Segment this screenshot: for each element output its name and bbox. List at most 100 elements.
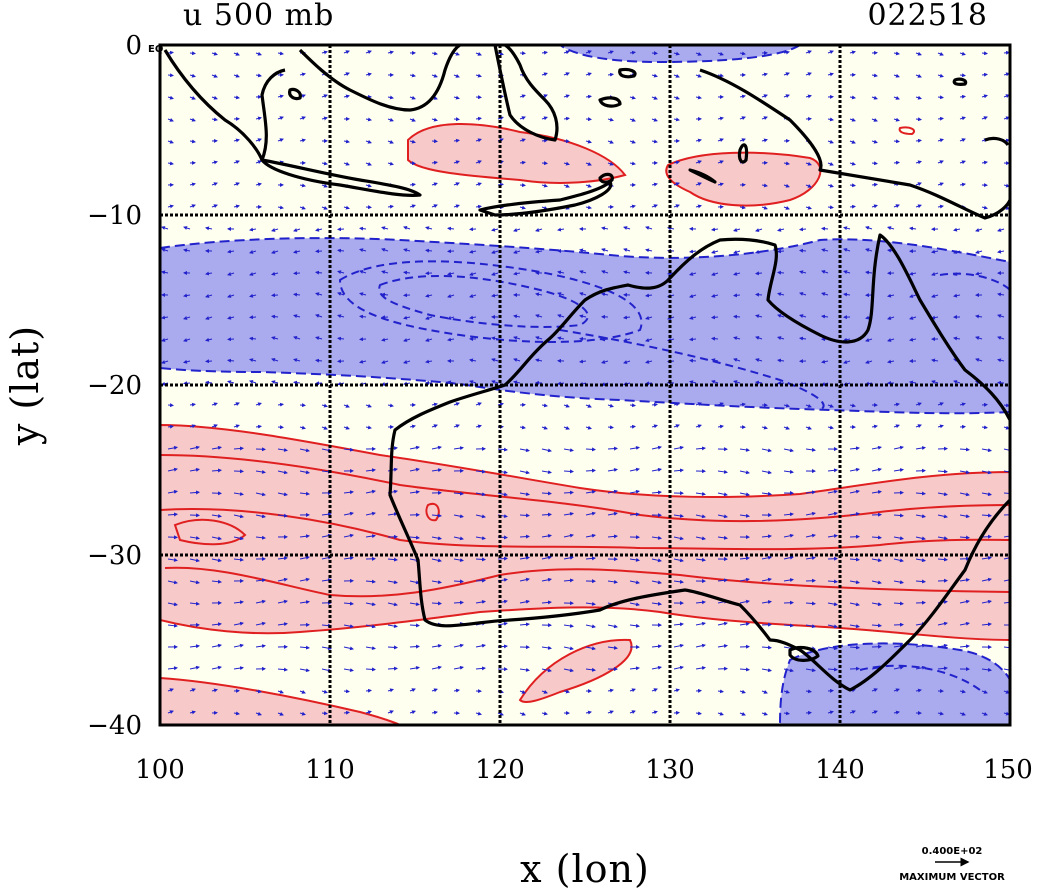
wind-vector-arrow (805, 490, 816, 495)
wind-vector-arrow (513, 250, 521, 254)
wind-vector-arrow (865, 360, 873, 364)
wind-vector-arrow (959, 73, 966, 78)
wind-vector-arrow (739, 116, 746, 121)
wind-vector-arrow (293, 292, 301, 297)
wind-vector-arrow (387, 512, 398, 517)
wind-vector-arrow (805, 403, 812, 408)
wind-vector-arrow (255, 578, 266, 583)
wind-vector-arrow (189, 182, 196, 187)
x-tick-label: 110 (305, 755, 355, 785)
wind-vector-arrow (585, 72, 592, 77)
wind-vector-arrow (937, 643, 948, 648)
wind-vector-arrow (343, 624, 354, 629)
wind-vector-arrow (491, 380, 499, 384)
wind-vector-arrow (871, 602, 882, 607)
wind-vector-arrow (189, 139, 196, 144)
wind-vector-arrow (563, 668, 574, 673)
wind-vector-arrow (915, 688, 922, 693)
wind-vector-arrow (909, 226, 917, 231)
wind-vector-arrow (359, 314, 367, 319)
wind-vector-arrow (673, 51, 680, 56)
wind-vector-arrow (607, 624, 618, 629)
wind-vector-arrow (183, 226, 191, 230)
wind-vector-arrow (717, 621, 728, 626)
wind-vector-arrow (629, 118, 636, 122)
wind-vector-arrow (321, 183, 328, 188)
wind-vector-arrow (211, 117, 218, 122)
wind-vector-arrow (651, 117, 658, 122)
wind-vector-arrow (805, 689, 812, 694)
wind-vector-arrow (211, 74, 218, 78)
wind-vector-arrow (717, 51, 724, 56)
wind-vector-arrow (827, 139, 834, 144)
wind-vector-arrow (365, 72, 372, 77)
wind-vector-arrow (519, 667, 530, 672)
wind-vector-arrow (497, 116, 504, 121)
wind-vector-arrow (409, 602, 420, 607)
wind-vector-arrow (871, 688, 878, 692)
wind-vector-arrow (827, 624, 838, 629)
wind-vector-arrow (959, 689, 966, 694)
wind-vector-arrow (689, 249, 697, 254)
wind-vector-arrow (651, 204, 658, 209)
wind-vector-arrow (299, 690, 306, 694)
wind-vector-arrow (821, 248, 829, 253)
wind-vector-arrow (739, 51, 746, 56)
wind-vector-arrow (299, 711, 306, 716)
wind-vector-arrow (937, 204, 944, 209)
wind-vector-arrow (277, 599, 288, 604)
wind-vector-arrow (183, 316, 191, 320)
wind-vector-arrow (519, 116, 526, 120)
wind-vector-arrow (431, 580, 442, 585)
wind-vector-arrow (299, 448, 310, 453)
wind-vector-arrow (629, 467, 640, 472)
coast-island-5 (952, 77, 968, 86)
wind-vector-arrow (381, 360, 389, 364)
wind-vector-arrow (409, 445, 420, 450)
plot-title-left: u 500 mb (183, 0, 334, 33)
wind-vector-arrow (981, 513, 992, 518)
wind-vector-arrow (453, 95, 460, 100)
coast-island-1 (288, 87, 302, 101)
wind-vector-arrow (233, 204, 240, 209)
wind-vector-arrow (865, 248, 873, 253)
wind-vector-arrow (739, 667, 750, 672)
wind-vector-arrow (887, 293, 895, 298)
wind-vector-arrow (563, 533, 574, 538)
wind-vector-arrow (431, 665, 442, 670)
wind-vector-arrow (893, 445, 904, 450)
wind-vector-arrow (519, 470, 530, 475)
wind-vector-arrow (475, 666, 486, 671)
wind-vector-arrow (871, 95, 878, 100)
wind-vector-arrow (651, 467, 662, 472)
wind-vector-arrow (585, 183, 592, 188)
wind-vector-arrow (535, 292, 543, 297)
wind-vector-arrow (277, 513, 288, 518)
wind-vector-arrow (255, 402, 262, 407)
wind-vector-arrow (849, 50, 856, 55)
wind-vector-arrow (585, 425, 592, 430)
wind-vector-arrow (277, 689, 284, 694)
wind-vector-arrow (183, 248, 191, 253)
wind-vector-arrow (513, 380, 521, 385)
wind-vector-arrow (425, 226, 433, 231)
wind-vector-arrow (755, 292, 763, 297)
wind-vector-arrow (799, 270, 807, 275)
wind-vector-arrow (535, 314, 543, 318)
wind-vector-arrow (937, 621, 948, 626)
wind-vector-arrow (915, 491, 926, 496)
wind-vector-arrow (689, 271, 697, 276)
wind-vector-arrow (535, 358, 543, 363)
wind-vector-arrow (409, 580, 420, 585)
wind-vector-arrow (321, 116, 328, 121)
wind-vector-arrow (277, 116, 284, 121)
wind-vector-arrow (469, 294, 477, 298)
wind-vector-arrow (931, 272, 939, 276)
wind-vector-arrow (161, 338, 169, 342)
wind-vector-arrow (365, 624, 376, 629)
wind-vector-arrow (981, 160, 988, 165)
wind-vector-arrow (233, 446, 244, 451)
wind-vector-arrow (689, 315, 697, 320)
wind-vector-arrow (255, 160, 262, 165)
